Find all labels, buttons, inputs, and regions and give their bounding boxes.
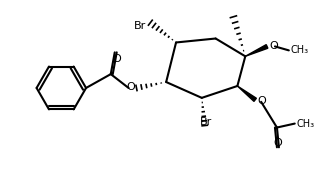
Text: O: O: [112, 54, 121, 64]
Text: Br: Br: [200, 117, 212, 126]
Text: O: O: [257, 96, 266, 106]
Text: O: O: [269, 41, 278, 52]
Text: O: O: [127, 82, 135, 92]
Polygon shape: [245, 45, 268, 56]
Polygon shape: [237, 86, 256, 101]
Text: Br: Br: [134, 21, 146, 31]
Text: CH₃: CH₃: [297, 118, 315, 129]
Text: CH₃: CH₃: [291, 45, 309, 55]
Text: O: O: [273, 138, 282, 148]
